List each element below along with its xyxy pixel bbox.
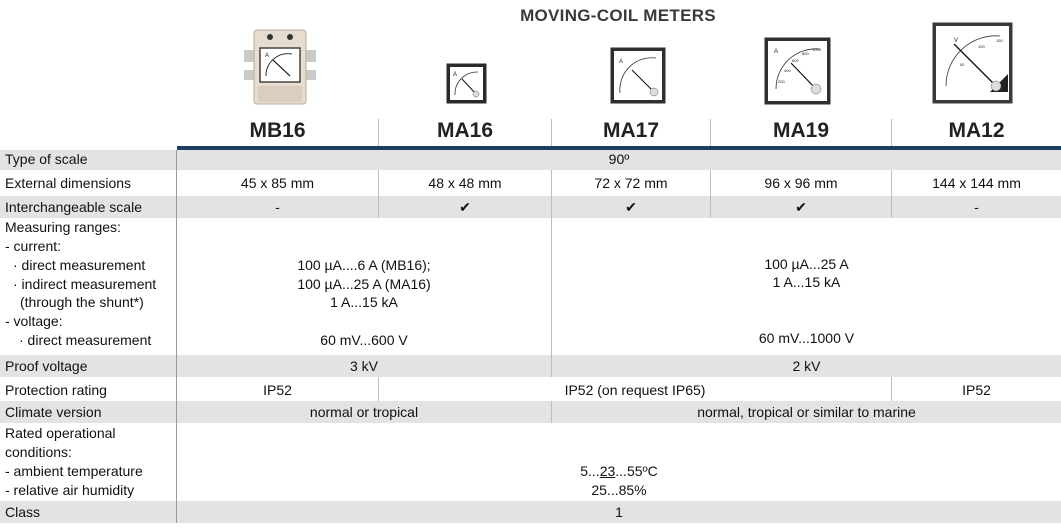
current-range-right: 100 µA...25 A	[764, 256, 849, 272]
cell-divider	[551, 401, 552, 423]
row-label-through-shunt: (through the shunt*)	[20, 294, 144, 310]
proof-voltage-right: 2 kV	[792, 358, 821, 374]
current-range-left: 100 µA....6 A (MB16);	[297, 257, 431, 273]
humidity-value: 25...85%	[591, 482, 647, 498]
header-divider	[378, 119, 379, 146]
row-label-proof-voltage: Proof voltage	[5, 358, 88, 374]
row-band	[0, 401, 1061, 423]
label-column-border	[176, 150, 177, 523]
cell-divider	[551, 170, 552, 218]
ma19-scale-label: 400	[784, 68, 791, 73]
temperature-value: 5...23...55ºC	[177, 462, 1061, 481]
row-label-ambient-temperature: - ambient temperature	[5, 463, 143, 479]
model-header-ma16: MA16	[436, 119, 494, 142]
interchangeable-value: -	[974, 199, 979, 215]
temperature-max: ...55ºC	[615, 463, 658, 479]
row-label-measuring-ranges: Measuring ranges:	[5, 219, 121, 235]
mb16-unit-label: A	[265, 53, 269, 59]
row-label-interchangeable-scale: Interchangeable scale	[5, 199, 142, 215]
ma17-meter-image: A	[610, 47, 666, 104]
row-label-rated-operational: Rated operational	[5, 425, 116, 441]
proof-voltage-left: 3 kV	[349, 358, 378, 374]
row-label-climate-version: Climate version	[5, 404, 102, 420]
ma16-unit-label: A	[453, 72, 457, 78]
row-label-indirect-measurement: · indirect measurement	[13, 276, 157, 292]
cell-divider	[378, 377, 379, 401]
row-band	[0, 355, 1061, 377]
check-icon: ✔	[459, 199, 471, 215]
current-range-left: 1 A...15 kA	[330, 294, 398, 310]
dimension-value: 45 x 85 mm	[240, 175, 315, 191]
cell-divider	[891, 377, 892, 401]
row-band	[0, 150, 1061, 170]
ma12-unit-label: V	[954, 38, 958, 44]
ma12-scale-label: 50	[960, 62, 965, 67]
mb16-meter-image: A	[244, 29, 316, 105]
ma16-meter-image: A	[446, 63, 487, 104]
header-divider	[891, 119, 892, 146]
dimension-value: 144 x 144 mm	[932, 175, 1021, 191]
protection-value: IP52	[962, 382, 991, 398]
ma12-scale-label: 100	[978, 44, 985, 49]
row-label-conditions: conditions:	[5, 444, 72, 460]
climate-right: normal, tropical or similar to marine	[697, 404, 916, 420]
dimension-value: 72 x 72 mm	[594, 175, 668, 191]
row-label-type-of-scale: Type of scale	[5, 151, 88, 167]
voltage-range-right: 60 mV...1000 V	[758, 330, 855, 346]
model-header-ma17: MA17	[602, 119, 660, 142]
class-value: 1	[615, 504, 623, 520]
dimension-value: 96 x 96 mm	[764, 175, 838, 191]
row-label-direct-measurement: · direct measurement	[13, 257, 146, 273]
row-label-relative-humidity: - relative air humidity	[5, 482, 135, 498]
ma12-scale-label: 150	[996, 38, 1003, 43]
row-band	[0, 501, 1061, 523]
type-of-scale-value: 90º	[608, 151, 630, 167]
temperature-min: 5...	[580, 463, 600, 479]
row-label-voltage: - voltage:	[5, 313, 63, 329]
cell-divider	[551, 218, 552, 355]
row-label-external-dimensions: External dimensions	[5, 175, 132, 191]
model-header-ma12: MA12	[948, 119, 1005, 142]
protection-value: IP52 (on request IP65)	[564, 382, 706, 398]
model-header-mb16: MB16	[249, 119, 306, 142]
model-header-ma19: MA19	[772, 119, 830, 142]
row-label-current: - current:	[5, 238, 62, 254]
cell-divider	[551, 355, 552, 377]
protection-value: IP52	[263, 382, 292, 398]
climate-left: normal or tropical	[309, 404, 419, 420]
cell-divider	[891, 170, 892, 218]
interchangeable-value: -	[275, 199, 280, 215]
current-range-right: 1 A...15 kA	[772, 274, 841, 290]
header-divider	[710, 119, 711, 146]
header-divider	[551, 119, 552, 146]
cell-divider	[378, 170, 379, 218]
header-rule	[177, 146, 1061, 150]
cell-divider	[710, 170, 711, 218]
page-title: MOVING-COIL METERS	[520, 6, 716, 25]
ma19-scale-label: 600	[792, 58, 799, 63]
ma19-meter-image: A 1000 800 600 400 200	[764, 37, 831, 105]
check-icon: ✔	[795, 199, 807, 215]
current-range-left: 100 µA...25 A (MA16)	[297, 276, 431, 292]
ma19-scale-label: 200	[778, 79, 785, 84]
ma19-top-label: 1000	[812, 47, 822, 52]
ma19-unit-label: A	[774, 49, 778, 55]
row-band	[0, 196, 1061, 218]
row-label-class: Class	[5, 504, 41, 520]
ma17-unit-label: A	[619, 59, 623, 65]
temperature-nominal: 23	[599, 463, 616, 479]
ma19-scale-label: 800	[802, 51, 809, 56]
row-label-protection-rating: Protection rating	[5, 382, 107, 398]
ma12-meter-image: V 150 100 50	[932, 22, 1013, 104]
check-icon: ✔	[625, 199, 637, 215]
dimension-value: 48 x 48 mm	[428, 175, 502, 191]
voltage-range-left: 60 mV...600 V	[320, 332, 408, 348]
row-label-voltage-direct: · direct measurement	[19, 332, 152, 348]
